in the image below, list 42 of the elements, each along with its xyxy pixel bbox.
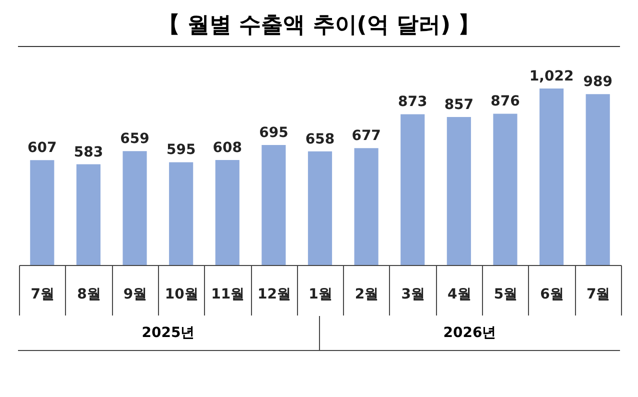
x-tick-label: 11월 [211,286,245,302]
x-tick-label: 12월 [257,286,291,302]
data-label: 695 [259,124,288,141]
bar [76,164,100,265]
data-label: 989 [583,74,612,90]
bar [400,114,425,265]
text: 2025년 [140,324,196,343]
data-label: 658 [305,131,335,148]
data-label: 873 [398,94,428,110]
bar [354,148,378,265]
x-tick-label: 7월 [30,286,55,302]
chart-title: 【 월별 수출액 추이(억 달러) 】 [18,10,620,47]
x-tick-label: 6월 [540,286,564,302]
x-tick-label: 10월 [164,286,198,302]
data-label: 583 [74,144,104,160]
x-tick-label: 8월 [77,286,101,302]
data-label: 608 [212,140,242,156]
x-tick-label: 3월 [401,286,425,302]
data-label: 607 [28,140,57,156]
data-label: 1,022 [529,68,574,84]
text: 2026년 [318,316,620,350]
bar [493,114,518,265]
bar [122,151,147,265]
bar [540,88,564,265]
data-label: 857 [444,96,474,113]
x-tick-label: 9월 [123,286,148,302]
bar [262,144,286,265]
x-tick-label: 1월 [308,286,332,302]
data-label: 659 [120,131,150,148]
data-label: 876 [490,94,520,110]
bar [215,160,240,265]
x-tick-label: 7월 [586,286,610,302]
x-tick-label: 2월 [354,286,379,302]
x-tick-label: 5월 [494,286,518,302]
bar [169,162,194,265]
bar [30,160,54,265]
data-label: 677 [352,128,381,144]
bar [446,116,471,265]
x-tick-label: 4월 [448,286,472,302]
bar [586,94,610,265]
data-label: 595 [166,142,196,158]
bar [308,151,332,265]
